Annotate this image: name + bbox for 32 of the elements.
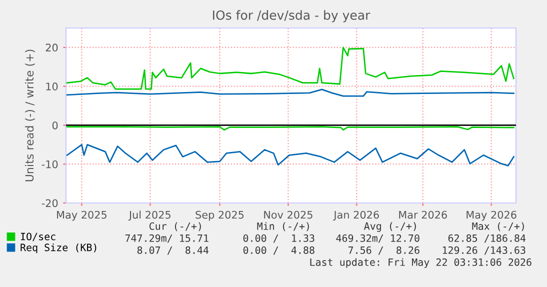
text: 0.00 / 4.88 (243, 246, 314, 255)
text: 0.00 / 1.33 (243, 234, 314, 243)
y-tick-label: 10 (46, 82, 58, 90)
line-series (66, 88, 514, 97)
chart-title: IOs for /dev/sda - by year (213, 10, 370, 22)
x-tick-label: Mar 2026 (399, 210, 447, 219)
x-tick-label: May 2026 (466, 210, 516, 221)
y-axis-title: Units read (-) / write (+) (25, 50, 35, 182)
text: Max (-/+) (472, 222, 524, 232)
legend-label: IO/sec (20, 232, 56, 242)
y-tick-label: 0 (52, 121, 58, 130)
x-tick-label: Sep 2025 (196, 210, 244, 221)
text: 129.26 /143.63 (442, 246, 526, 255)
text: 469.32m/ 12.70 (336, 234, 420, 243)
x-tick-label: May 2025 (57, 210, 106, 221)
text: Avg (-/+) (364, 222, 416, 232)
text: 7.56 / 8.26 (348, 246, 420, 255)
text: 747.29m/ 15.71 (125, 234, 208, 243)
text: Min (-/+) (257, 222, 309, 232)
line-series (66, 144, 514, 166)
text: Cur (-/+) (149, 222, 201, 232)
legend-label: Req Size (KB) (20, 243, 96, 254)
x-tick-label: Jul 2025 (128, 210, 170, 221)
text: Last update: Fri May 22 03:31:06 2026 (310, 258, 532, 268)
x-tick-label: Jan 2026 (333, 210, 379, 221)
x-tick-label: Nov 2025 (264, 210, 312, 219)
y-tick-label: 20 (46, 44, 58, 52)
y-tick-label: -10 (42, 160, 58, 168)
y-tick-label: -20 (42, 199, 58, 208)
text: 62.85 /186.84 (448, 234, 526, 243)
line-series (66, 46, 514, 90)
text: 8.07 / 8.44 (137, 246, 209, 255)
